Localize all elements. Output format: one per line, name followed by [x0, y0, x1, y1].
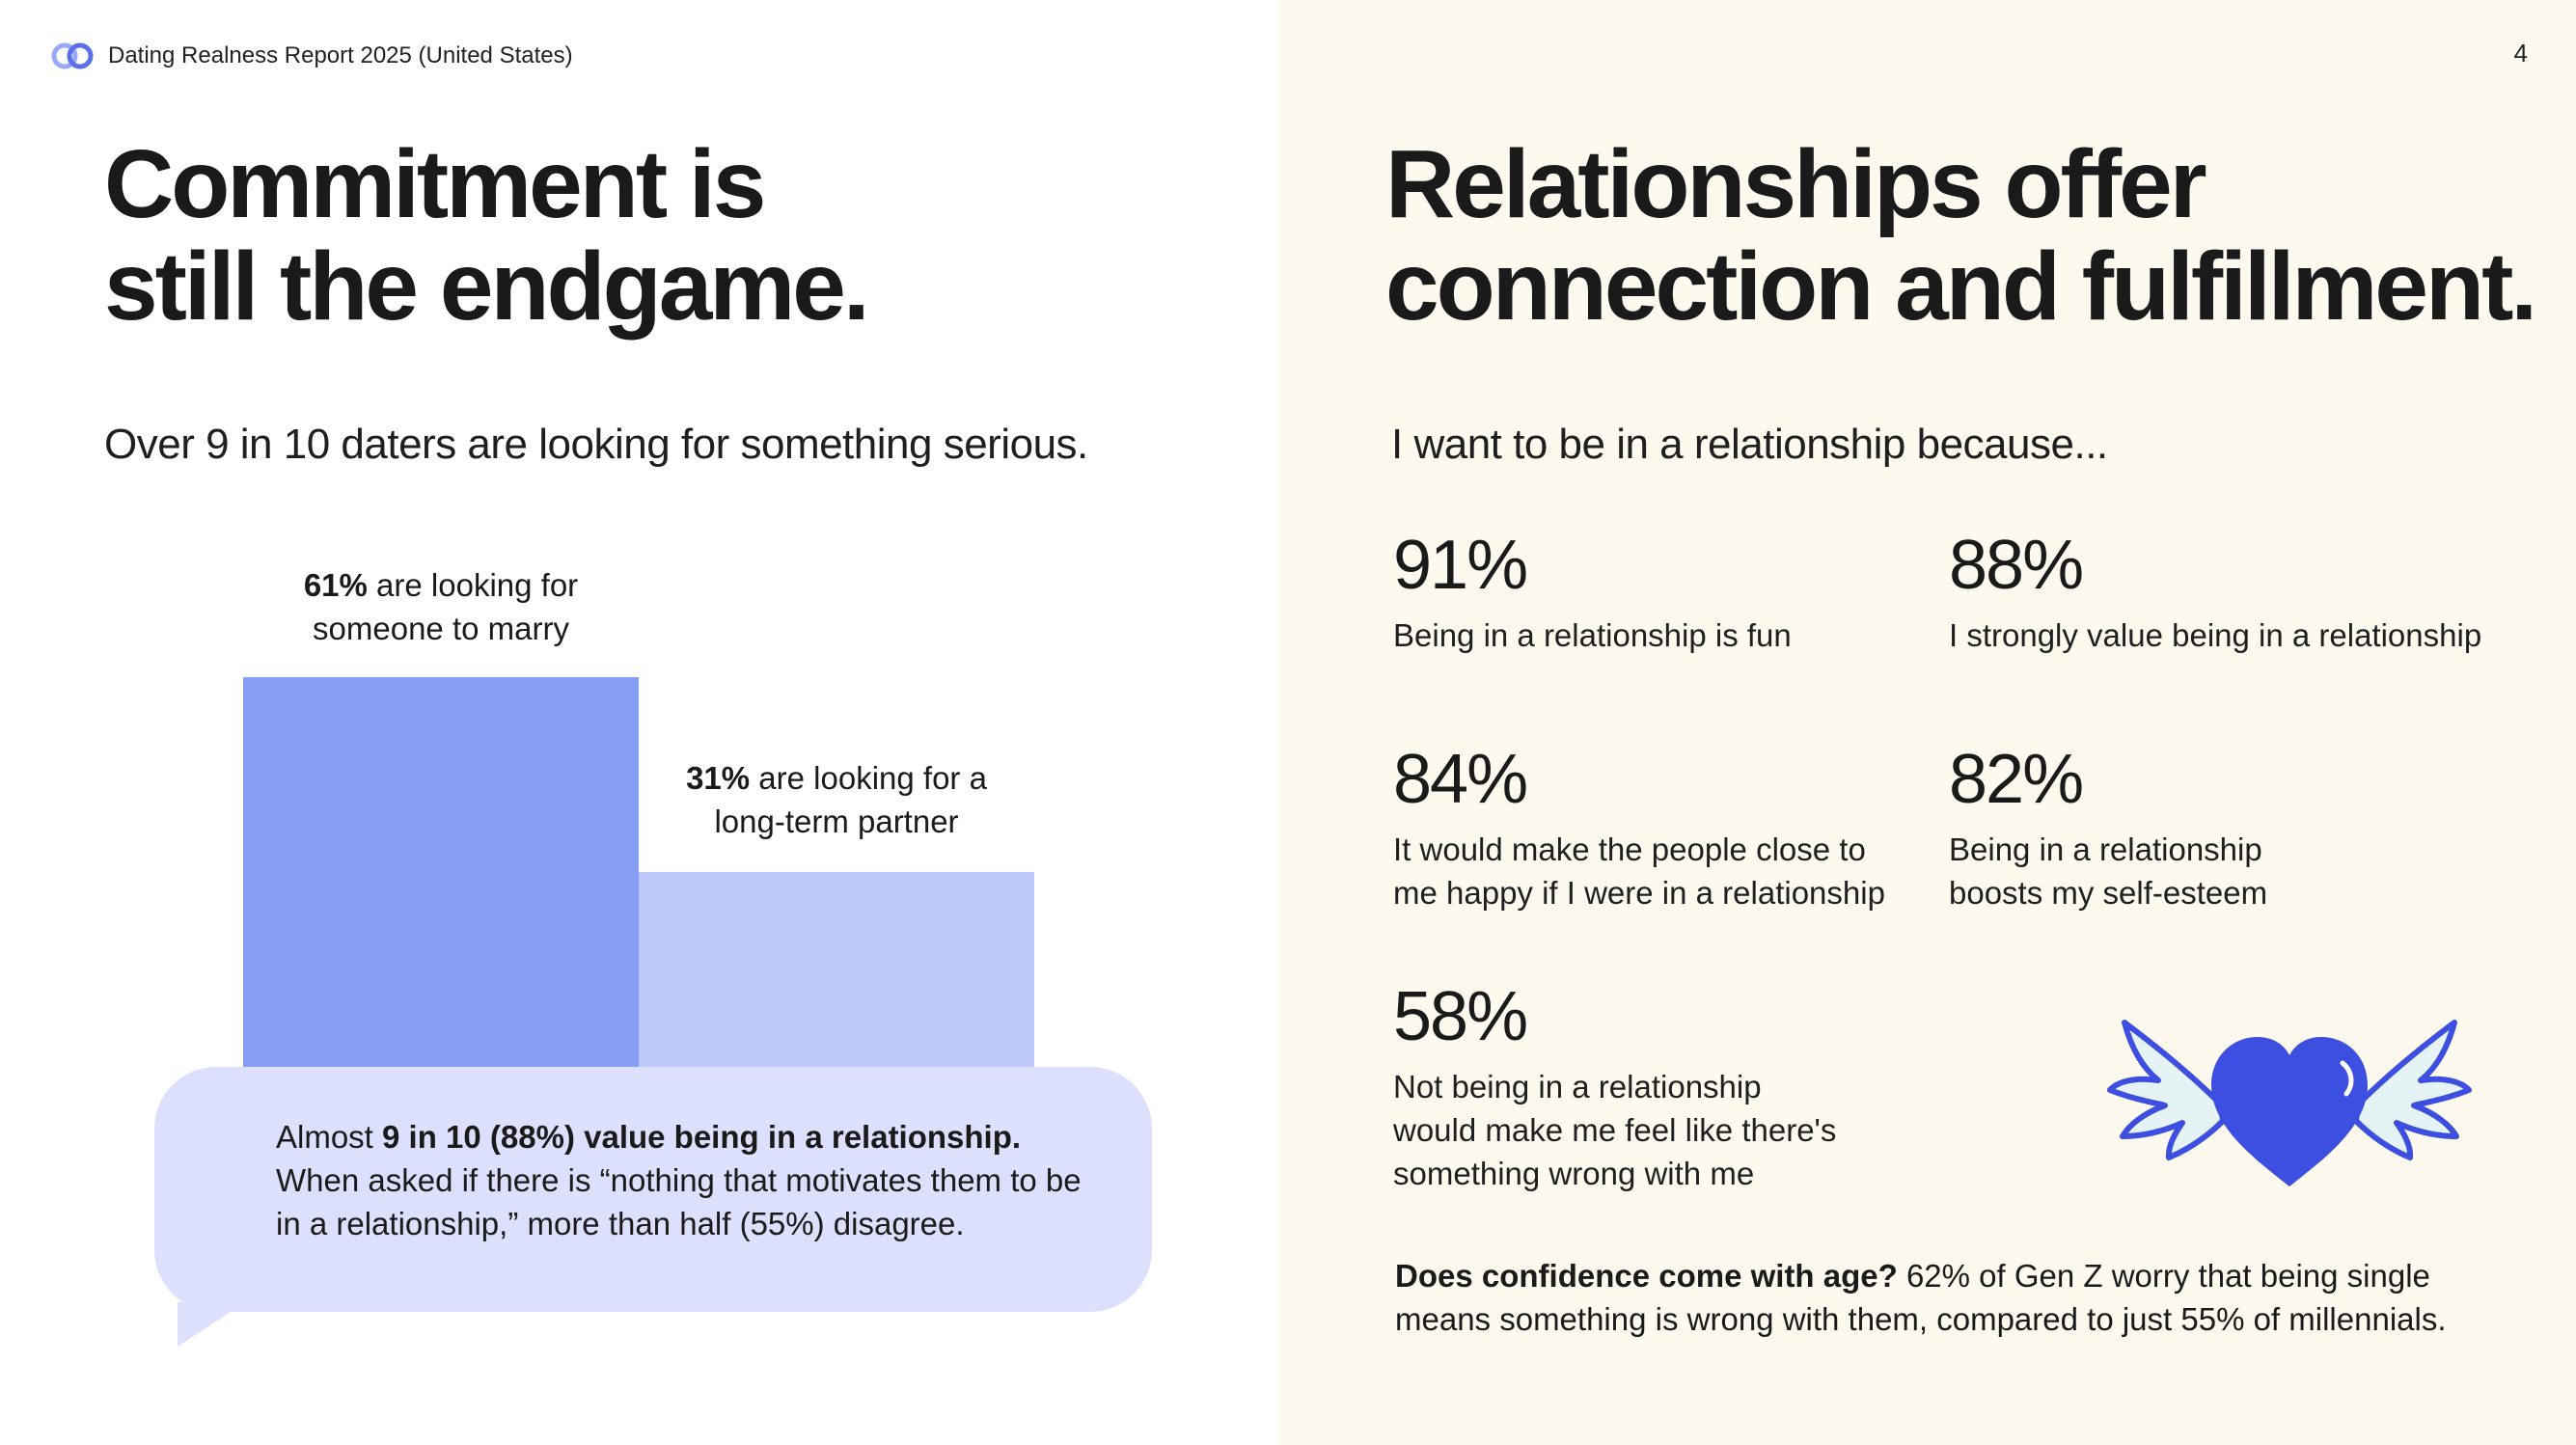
left-subhead: Over 9 in 10 daters are looking for some…: [104, 421, 1088, 468]
stat-value: 82%: [1949, 741, 2084, 818]
bubble-rest: When asked if there is “nothing that mot…: [276, 1162, 1082, 1241]
left-headline-line: Commitment is: [104, 130, 766, 238]
bar-text: someone to marry: [313, 611, 569, 646]
stat-value: 88%: [1949, 527, 2084, 604]
stat-label: Not being in a relationship would make m…: [1393, 1065, 1836, 1195]
stat-label-line: something wrong with me: [1393, 1156, 1755, 1191]
footnote-bold: Does confidence come with age?: [1395, 1258, 1898, 1294]
stat-item: 82% Being in a relationship boosts my se…: [1949, 741, 2267, 914]
stat-label: Being in a relationship is fun: [1393, 613, 1792, 657]
bubble-bold: 9 in 10 (88%) value being in a relations…: [382, 1119, 1022, 1155]
bar-label-longterm: 31% are looking for a long-term partner: [639, 756, 1034, 843]
bubble-lead: Almost: [276, 1119, 383, 1155]
bar-marry: [243, 677, 639, 1067]
right-headline: Relationships offer connection and fulfi…: [1385, 130, 2537, 341]
right-headline-line: Relationships offer: [1385, 130, 2207, 238]
stat-label-line: I strongly value being in a relationship: [1949, 617, 2482, 653]
stat-value: 58%: [1393, 978, 1528, 1055]
bar-longterm: [639, 872, 1034, 1067]
stat-label-line: me happy if I were in a relationship: [1393, 875, 1885, 911]
stat-item: 91% Being in a relationship is fun: [1393, 527, 1792, 657]
stat-label-line: Being in a relationship: [1949, 832, 2262, 867]
winged-heart-icon: [2107, 1020, 2472, 1186]
stat-value: 91%: [1393, 527, 1528, 604]
footnote: Does confidence come with age? 62% of Ge…: [1395, 1254, 2456, 1341]
report-title: Dating Realness Report 2025 (United Stat…: [108, 42, 573, 68]
page-number: 4: [2513, 39, 2528, 68]
bar-text: are looking for a: [750, 760, 987, 796]
stat-item: 58% Not being in a relationship would ma…: [1393, 978, 1836, 1195]
right-subhead: I want to be in a relationship because..…: [1391, 421, 2108, 468]
stat-value: 84%: [1393, 741, 1528, 818]
stat-item: 88% I strongly value being in a relation…: [1949, 527, 2481, 657]
stat-label-line: It would make the people close to: [1393, 832, 1866, 867]
page-header: Dating Realness Report 2025 (United Stat…: [50, 39, 573, 73]
stat-item: 84% It would make the people close to me…: [1393, 741, 1885, 914]
stat-label: It would make the people close to me hap…: [1393, 828, 1885, 914]
stat-label-line: Being in a relationship is fun: [1393, 617, 1792, 653]
stat-label-line: Not being in a relationship: [1393, 1069, 1762, 1104]
bar-pct: 61%: [303, 567, 368, 603]
bar-text: long-term partner: [714, 804, 959, 839]
footnote-rest: 62% of Gen Z worry that being single mea…: [1395, 1258, 2447, 1337]
right-headline-line: connection and fulfillment.: [1385, 232, 2537, 341]
left-headline: Commitment is still the endgame.: [104, 130, 870, 341]
bar-text: are looking for: [367, 567, 579, 603]
stat-label-line: would make me feel like there's: [1393, 1112, 1837, 1148]
bar-pct: 31%: [686, 760, 751, 796]
bar-label-marry: 61% are looking for someone to marry: [243, 563, 639, 650]
stat-label: Being in a relationship boosts my self-e…: [1949, 828, 2267, 914]
linked-rings-logo-icon: [51, 42, 94, 69]
speech-bubble-text: Almost 9 in 10 (88%) value being in a re…: [276, 1115, 1106, 1245]
stat-label: I strongly value being in a relationship: [1949, 613, 2481, 657]
speech-bubble: Almost 9 in 10 (88%) value being in a re…: [154, 1067, 1152, 1312]
left-headline-line: still the endgame.: [104, 232, 870, 341]
right-panel: [1277, 0, 2576, 1445]
stat-label-line: boosts my self-esteem: [1949, 875, 2268, 911]
